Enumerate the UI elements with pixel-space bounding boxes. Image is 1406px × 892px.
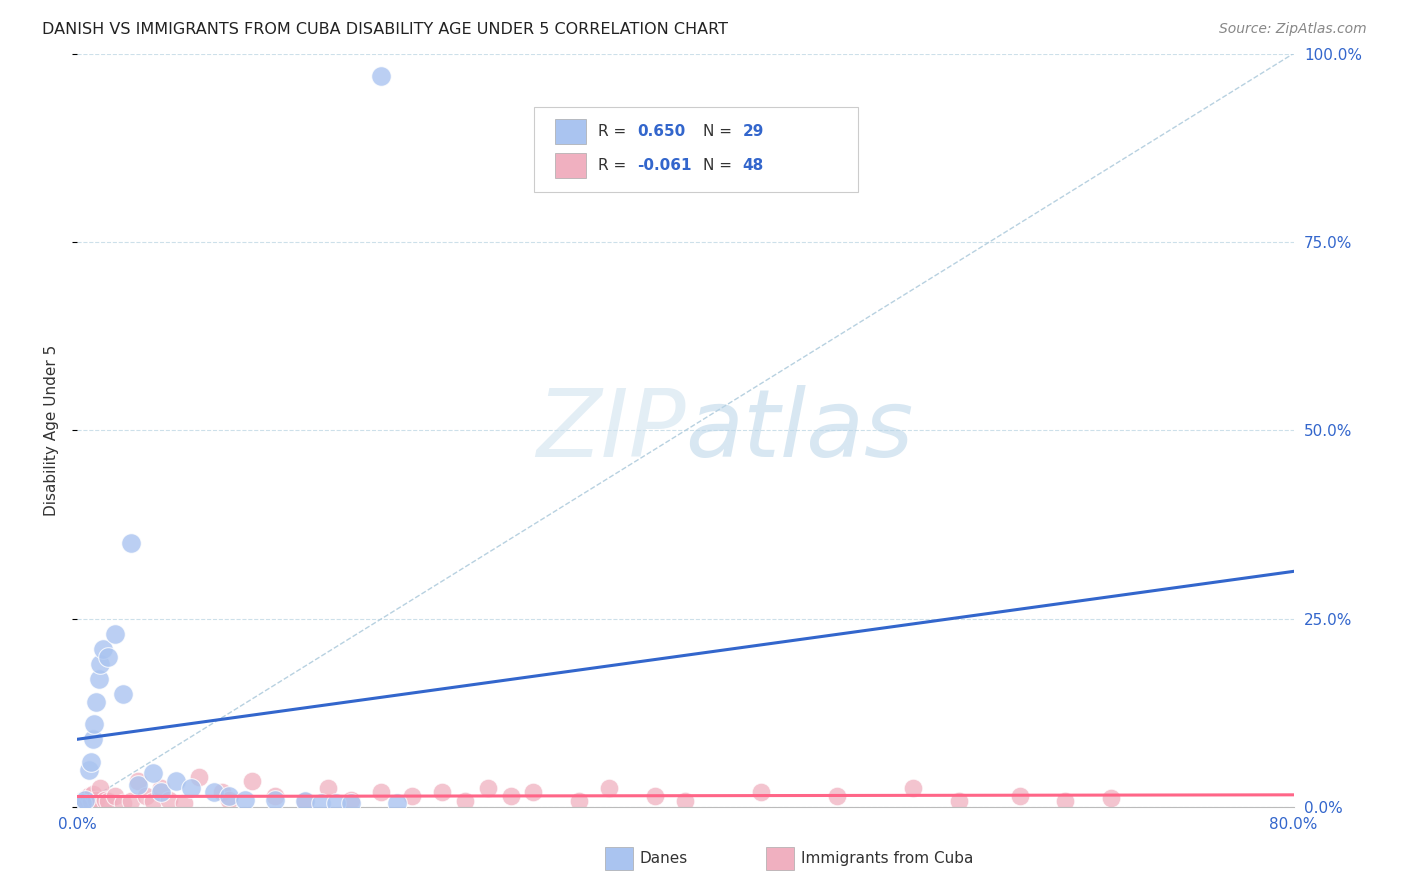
Point (340, 797, 363, 811)
Point (165, 773, 187, 788)
Text: 0.650: 0.650 (637, 124, 685, 138)
Point (568, 794, 591, 808)
Point (77, 797, 100, 811)
Point (80, 794, 103, 808)
Point (370, 69, 392, 83)
Point (70, 797, 93, 811)
Point (294, 794, 316, 808)
Point (84, 695, 107, 709)
Point (75, 791, 97, 805)
Point (180, 781, 202, 796)
Point (104, 627, 127, 641)
Point (370, 785, 392, 799)
Y-axis label: Disability Age Under 5: Disability Age Under 5 (44, 345, 59, 516)
Point (401, 789, 423, 803)
Text: R =: R = (598, 124, 631, 138)
Point (1008, 789, 1031, 803)
Point (675, 794, 697, 808)
Point (598, 781, 620, 796)
Point (83, 717, 105, 731)
Point (218, 793, 240, 807)
Point (69, 797, 91, 812)
Point (173, 797, 195, 811)
Point (89, 657, 111, 671)
Text: N =: N = (703, 158, 737, 172)
Point (157, 793, 180, 807)
Point (111, 687, 134, 701)
Text: -0.061: -0.061 (637, 158, 692, 172)
Point (188, 770, 211, 784)
Point (202, 785, 225, 799)
Point (82, 732, 104, 747)
Point (211, 785, 233, 799)
Point (79, 789, 101, 803)
Point (97, 649, 120, 664)
Text: Danes: Danes (640, 851, 688, 865)
Point (385, 797, 408, 811)
Point (827, 789, 849, 803)
Point (120, 536, 142, 550)
Point (149, 785, 172, 799)
Point (240, 773, 263, 788)
Point (104, 789, 127, 803)
Text: Source: ZipAtlas.com: Source: ZipAtlas.com (1219, 22, 1367, 37)
Point (903, 781, 925, 796)
Point (644, 789, 666, 803)
Point (499, 789, 522, 803)
Text: R =: R = (598, 158, 631, 172)
Point (127, 773, 149, 788)
Point (454, 794, 477, 808)
Point (264, 789, 287, 803)
Point (97, 794, 120, 808)
Text: ZIP: ZIP (536, 384, 686, 476)
Point (73, 793, 96, 807)
Point (948, 794, 970, 808)
Point (309, 797, 332, 811)
Point (91, 642, 114, 657)
Point (72, 793, 94, 807)
Point (340, 793, 363, 807)
Point (751, 785, 773, 799)
Text: 48: 48 (742, 158, 763, 172)
Point (142, 794, 165, 808)
Point (93, 793, 115, 807)
Point (79, 763, 101, 777)
Text: N =: N = (703, 124, 737, 138)
Point (84, 793, 107, 807)
Point (1054, 794, 1077, 808)
Point (135, 789, 157, 803)
Point (1099, 791, 1122, 805)
Point (80, 755, 103, 769)
Point (325, 797, 347, 811)
Point (73, 794, 96, 808)
Point (218, 789, 240, 803)
Point (70, 797, 93, 811)
Point (432, 785, 454, 799)
Point (82, 787, 104, 801)
Point (522, 785, 544, 799)
Point (127, 778, 149, 792)
Point (111, 797, 134, 811)
Text: atlas: atlas (686, 384, 914, 476)
Point (264, 793, 287, 807)
Point (316, 781, 339, 796)
Text: Immigrants from Cuba: Immigrants from Cuba (801, 851, 974, 865)
Point (233, 793, 256, 807)
Point (477, 781, 499, 796)
Point (89, 781, 111, 796)
Point (87, 672, 110, 686)
Text: 29: 29 (742, 124, 763, 138)
Text: DANISH VS IMMIGRANTS FROM CUBA DISABILITY AGE UNDER 5 CORRELATION CHART: DANISH VS IMMIGRANTS FROM CUBA DISABILIT… (42, 22, 728, 37)
Point (149, 781, 172, 796)
Point (120, 794, 142, 808)
Point (142, 766, 165, 780)
Point (294, 794, 316, 808)
